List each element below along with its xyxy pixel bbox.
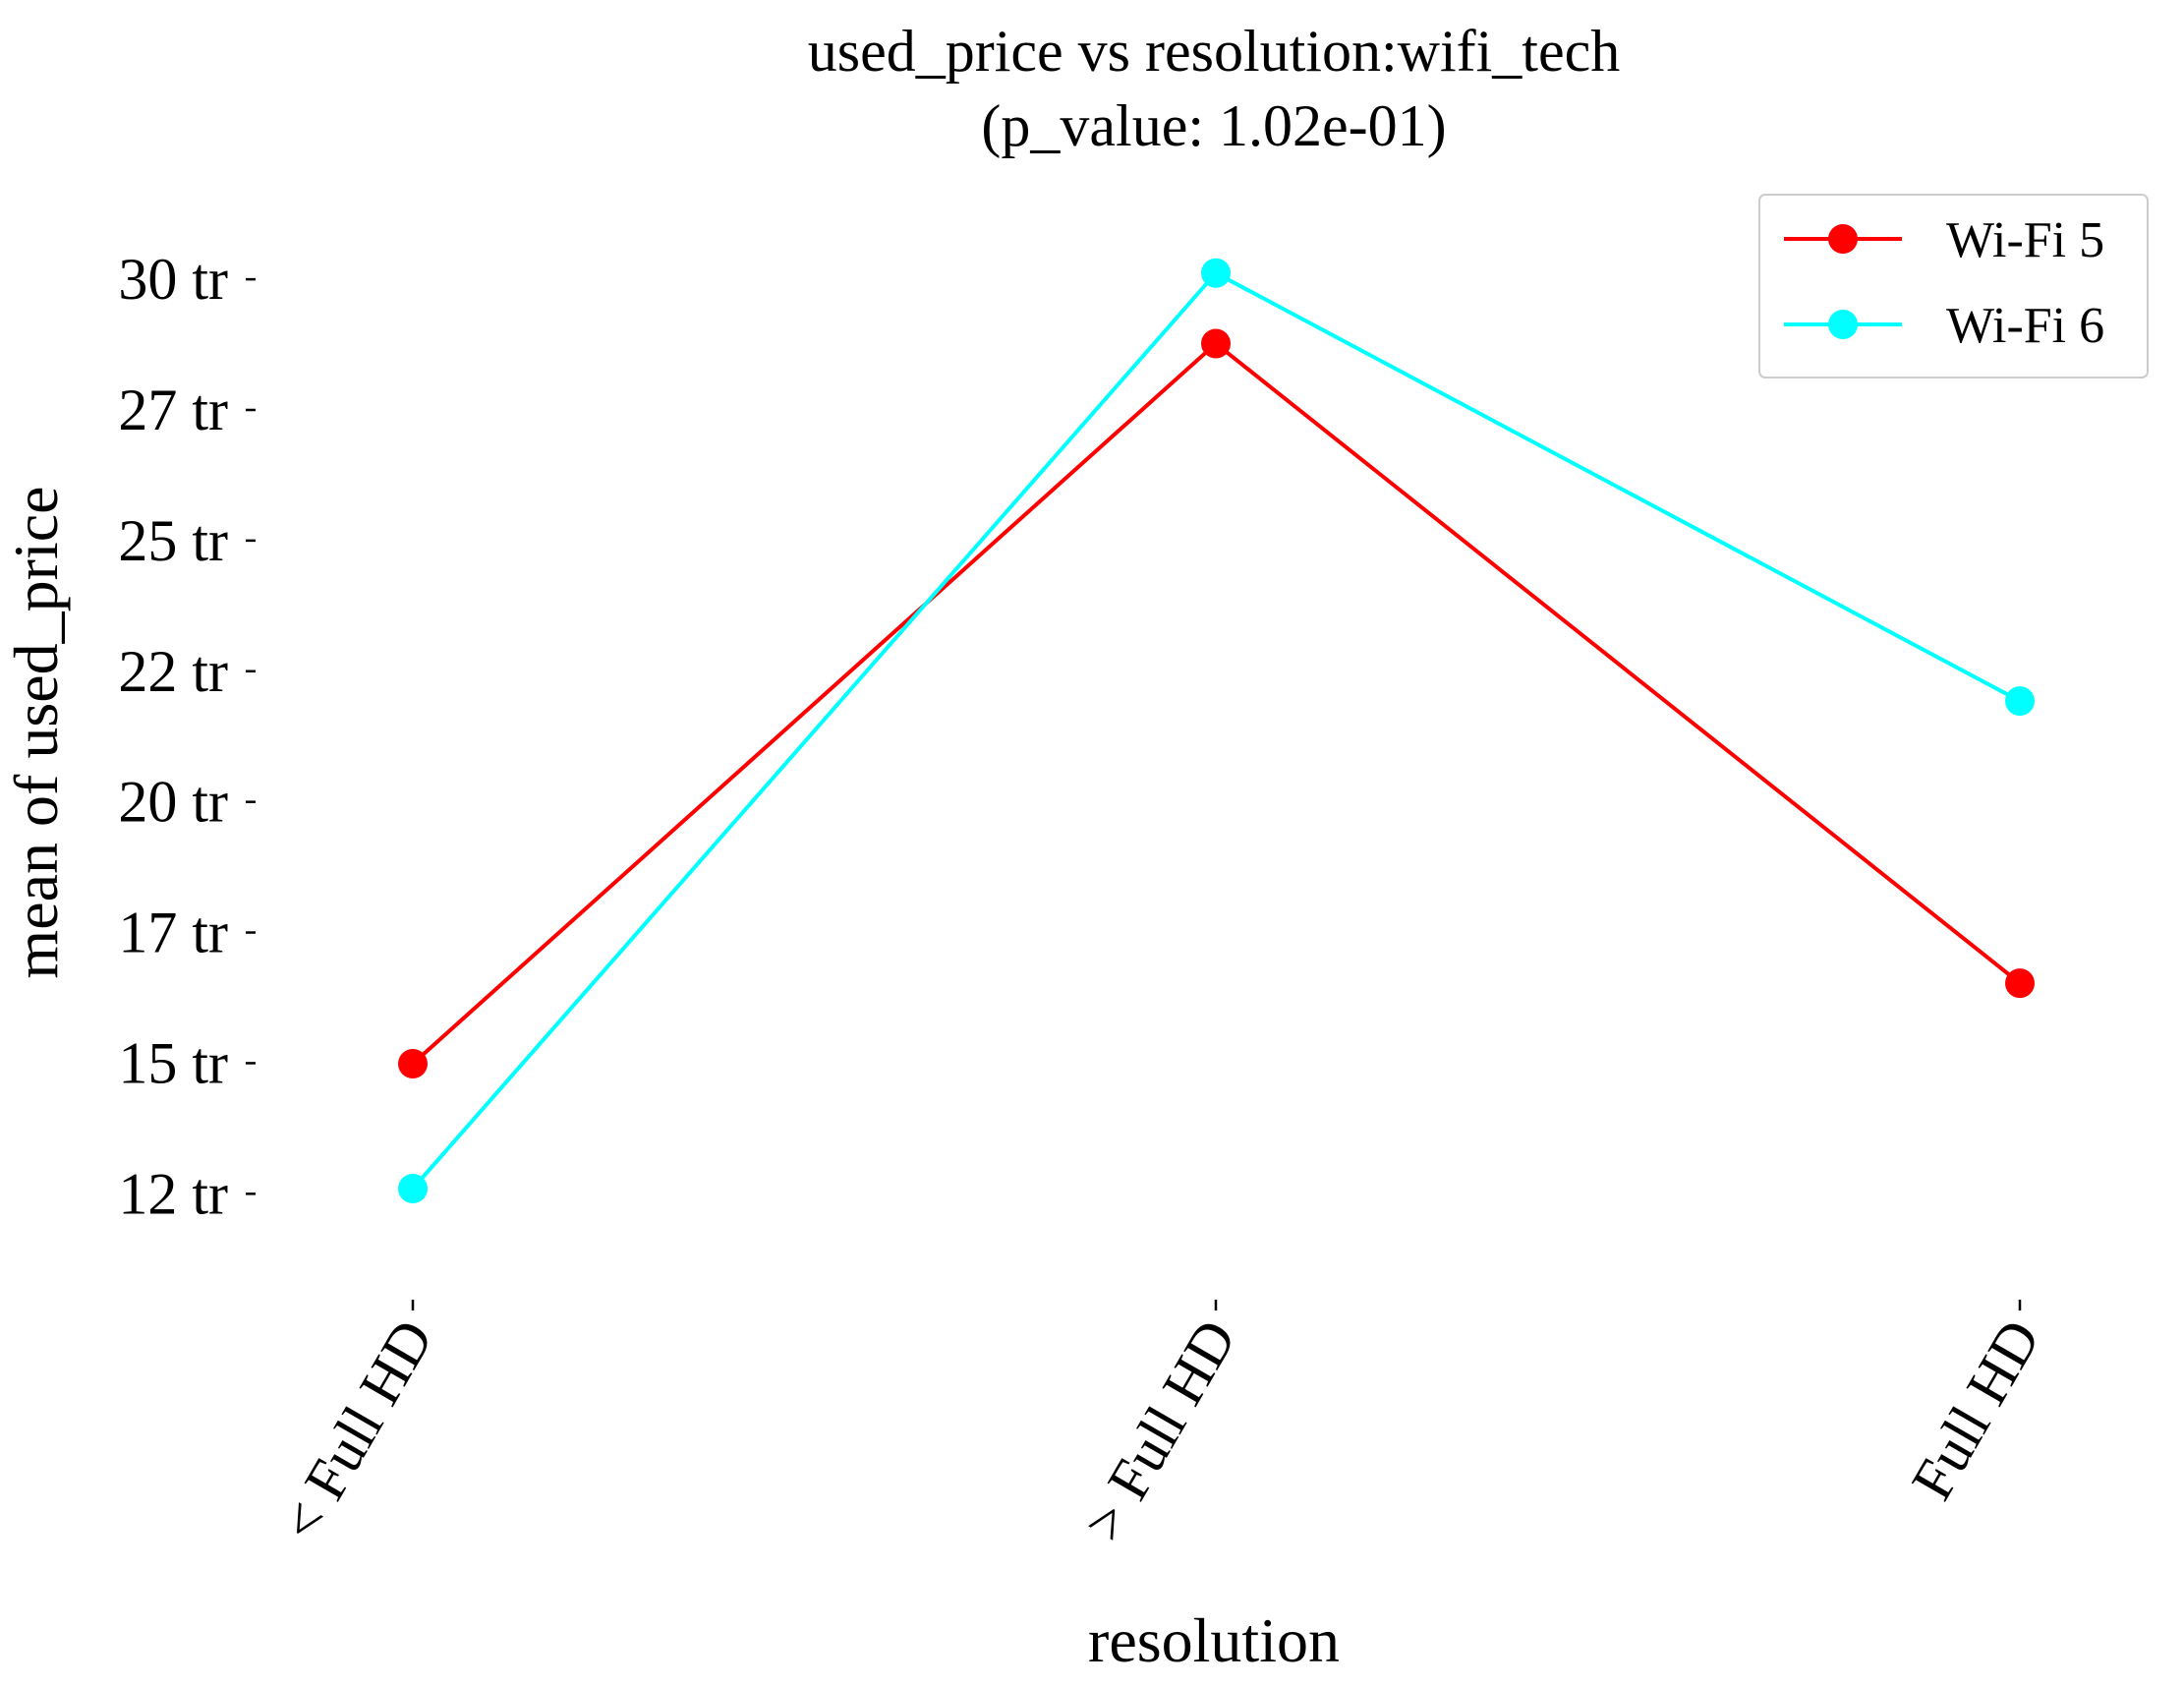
x-axis-label: resolution (1088, 1605, 1340, 1675)
chart-title: used_price vs resolution:wifi_tech (808, 19, 1620, 84)
x-tick-label: < Full HD (267, 1310, 445, 1552)
data-point (398, 1048, 428, 1078)
y-tick-label: 17 tr (118, 901, 228, 965)
y-tick-label: 27 tr (118, 378, 228, 442)
legend-item: Wi-Fi 6 (1784, 298, 2104, 354)
data-point (1201, 328, 1231, 359)
y-tick-label: 12 tr (118, 1161, 228, 1226)
legend-marker (1828, 310, 1858, 339)
chart-subtitle: (p_value: 1.02e-01) (981, 93, 1446, 158)
x-axis: < Full HD > Full HD Full HD (267, 1300, 2052, 1552)
x-tick-label: > Full HD (1070, 1310, 1248, 1552)
y-axis: 12 tr 15 tr 17 tr 20 tr 22 tr 25 tr 27 tr 30 tr (118, 247, 256, 1226)
x-tick-label: Full HD (1899, 1310, 2052, 1511)
series-line (411, 270, 2021, 1191)
series-wi-fi-5 (398, 328, 2035, 1078)
y-tick-label: 22 tr (118, 639, 228, 704)
data-point (2005, 968, 2035, 999)
legend-item: Wi-Fi 5 (1784, 212, 2104, 268)
series-line (411, 340, 2022, 1066)
data-point (2005, 686, 2035, 717)
legend-label: Wi-Fi 5 (1946, 212, 2104, 268)
chart-title-group: used_price vs resolution:wifi_tech (p_va… (808, 19, 1620, 158)
y-tick-label: 15 tr (118, 1030, 228, 1095)
legend-label: Wi-Fi 6 (1946, 298, 2104, 354)
y-axis-label: mean of used_price (1, 486, 71, 978)
legend-marker (1828, 224, 1858, 254)
data-point (1201, 258, 1231, 288)
y-tick-label: 20 tr (118, 770, 228, 835)
y-tick-label: 25 tr (118, 508, 228, 573)
plot-lines (398, 258, 2035, 1204)
series-wi-fi-6 (398, 258, 2035, 1204)
legend: Wi-Fi 5 Wi-Fi 6 (1758, 194, 2149, 378)
y-tick-label: 30 tr (118, 247, 228, 312)
data-point (398, 1174, 428, 1204)
